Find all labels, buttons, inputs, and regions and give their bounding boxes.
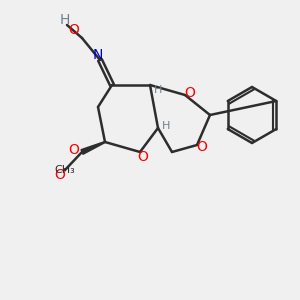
Polygon shape [81, 142, 105, 154]
Text: N: N [93, 48, 103, 62]
Text: H: H [60, 13, 70, 27]
Text: H: H [154, 85, 162, 95]
Text: O: O [55, 168, 65, 182]
Text: O: O [184, 86, 195, 100]
Text: O: O [69, 143, 80, 157]
Text: O: O [138, 150, 148, 164]
Text: CH₃: CH₃ [55, 165, 75, 175]
Text: H: H [162, 121, 170, 131]
Text: O: O [69, 23, 80, 37]
Text: O: O [196, 140, 207, 154]
